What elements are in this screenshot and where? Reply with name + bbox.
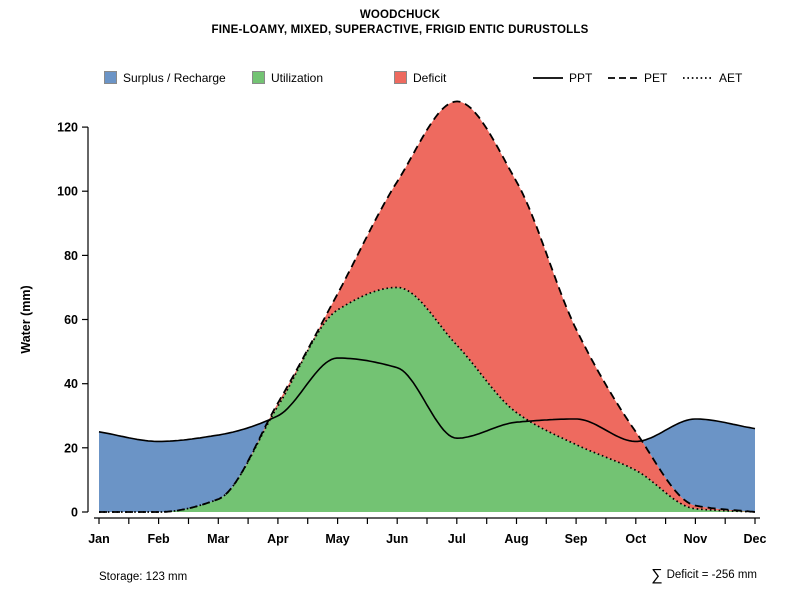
- sigma-symbol: ∑: [651, 567, 663, 584]
- x-tick-label: Apr: [267, 532, 289, 546]
- deficit-annotation: ∑ Deficit = -256 mm: [651, 567, 757, 585]
- legend-line-sample-aet: [683, 76, 713, 79]
- legend-line-sample-pet: [608, 76, 638, 79]
- x-tick-label: Oct: [625, 532, 647, 546]
- legend-label-deficit: Deficit: [413, 70, 447, 85]
- legend-swatch-deficit: [394, 71, 407, 84]
- legend-item-ppt: PPT: [533, 70, 592, 85]
- page-subtitle: FINE-LOAMY, MIXED, SUPERACTIVE, FRIGID E…: [211, 24, 589, 36]
- x-tick-label: Nov: [684, 532, 708, 546]
- legend-item-surplus-recharge: Surplus / Recharge: [104, 70, 226, 85]
- y-tick-label: 40: [64, 377, 78, 391]
- legend-label-utilization: Utilization: [271, 70, 324, 85]
- title-block: WOODCHUCK FINE-LOAMY, MIXED, SUPERACTIVE…: [0, 9, 800, 36]
- x-tick-label: Jan: [88, 532, 110, 546]
- storage-annotation: Storage: 123 mm: [99, 571, 188, 583]
- y-tick-label: 100: [57, 185, 78, 199]
- legend-swatch-surplus-recharge: [104, 71, 117, 84]
- legend-label-ppt: PPT: [569, 70, 593, 85]
- y-tick-label: 60: [64, 313, 78, 327]
- legend-label-surplus-recharge: Surplus / Recharge: [123, 70, 226, 85]
- x-tick-label: Aug: [504, 532, 528, 546]
- legend-label-pet: PET: [644, 70, 668, 85]
- x-tick-label: Mar: [207, 532, 229, 546]
- x-tick-label: Dec: [744, 532, 767, 546]
- x-tick-label: Feb: [147, 532, 170, 546]
- y-tick-label: 0: [71, 506, 78, 520]
- surplus-area: [641, 419, 755, 512]
- x-tick-label: Sep: [565, 532, 588, 546]
- y-tick-label: 120: [57, 121, 78, 135]
- legend-item-utilization: Utilization: [252, 70, 323, 85]
- utilization-area: [99, 287, 755, 512]
- aet-line: [99, 286, 756, 513]
- page-title: WOODCHUCK: [359, 9, 441, 21]
- x-tick-label: May: [325, 532, 349, 546]
- deficit-area: [99, 101, 755, 513]
- legend-swatch-utilization: [252, 71, 265, 84]
- y-tick-label: 80: [64, 249, 78, 263]
- ppt-line: [98, 357, 756, 443]
- x-tick-label: Jul: [448, 532, 466, 546]
- y-axis-title: Water (mm): [19, 285, 33, 353]
- legend-line-sample-ppt: [533, 76, 563, 79]
- legend-item-aet: AET: [683, 70, 742, 85]
- legend-item-deficit: Deficit: [394, 70, 446, 85]
- legend-item-pet: PET: [608, 70, 667, 85]
- legend-label-aet: AET: [719, 70, 743, 85]
- deficit-text: Deficit = -256 mm: [666, 569, 757, 581]
- surplus-area: [99, 420, 269, 512]
- y-tick-label: 20: [64, 441, 78, 455]
- x-tick-label: Jun: [386, 532, 408, 546]
